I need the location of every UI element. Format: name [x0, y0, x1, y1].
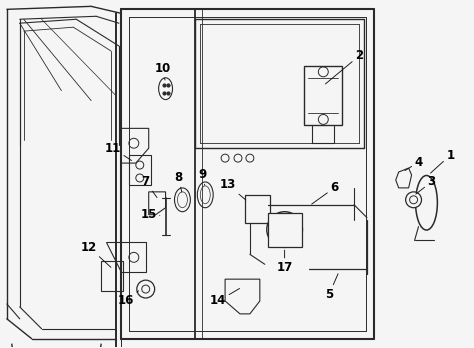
Text: 3: 3	[416, 175, 436, 194]
Text: 2: 2	[326, 49, 363, 84]
Text: 1: 1	[430, 149, 455, 173]
Bar	[304, 66, 342, 125]
Bar	[268, 213, 302, 247]
Polygon shape	[121, 128, 149, 163]
Polygon shape	[225, 279, 260, 314]
Text: 7: 7	[142, 175, 157, 198]
Text: 17: 17	[276, 250, 293, 274]
Text: 16: 16	[118, 291, 138, 308]
Text: 14: 14	[210, 288, 239, 308]
Bar	[245, 195, 270, 223]
Text: 9: 9	[198, 168, 206, 185]
Text: 10: 10	[155, 62, 171, 80]
Text: 13: 13	[220, 179, 246, 200]
Text: 11: 11	[105, 142, 131, 160]
Text: 4: 4	[405, 156, 423, 171]
Polygon shape	[396, 168, 411, 188]
Bar	[101, 261, 123, 291]
Bar	[129, 155, 151, 185]
Ellipse shape	[416, 175, 438, 230]
Text: 6: 6	[312, 181, 338, 204]
Polygon shape	[106, 243, 146, 272]
Text: 5: 5	[325, 274, 338, 301]
Text: 12: 12	[81, 241, 111, 267]
Circle shape	[406, 192, 421, 208]
Text: 8: 8	[174, 172, 182, 192]
Text: 15: 15	[140, 208, 160, 221]
Polygon shape	[149, 192, 165, 215]
